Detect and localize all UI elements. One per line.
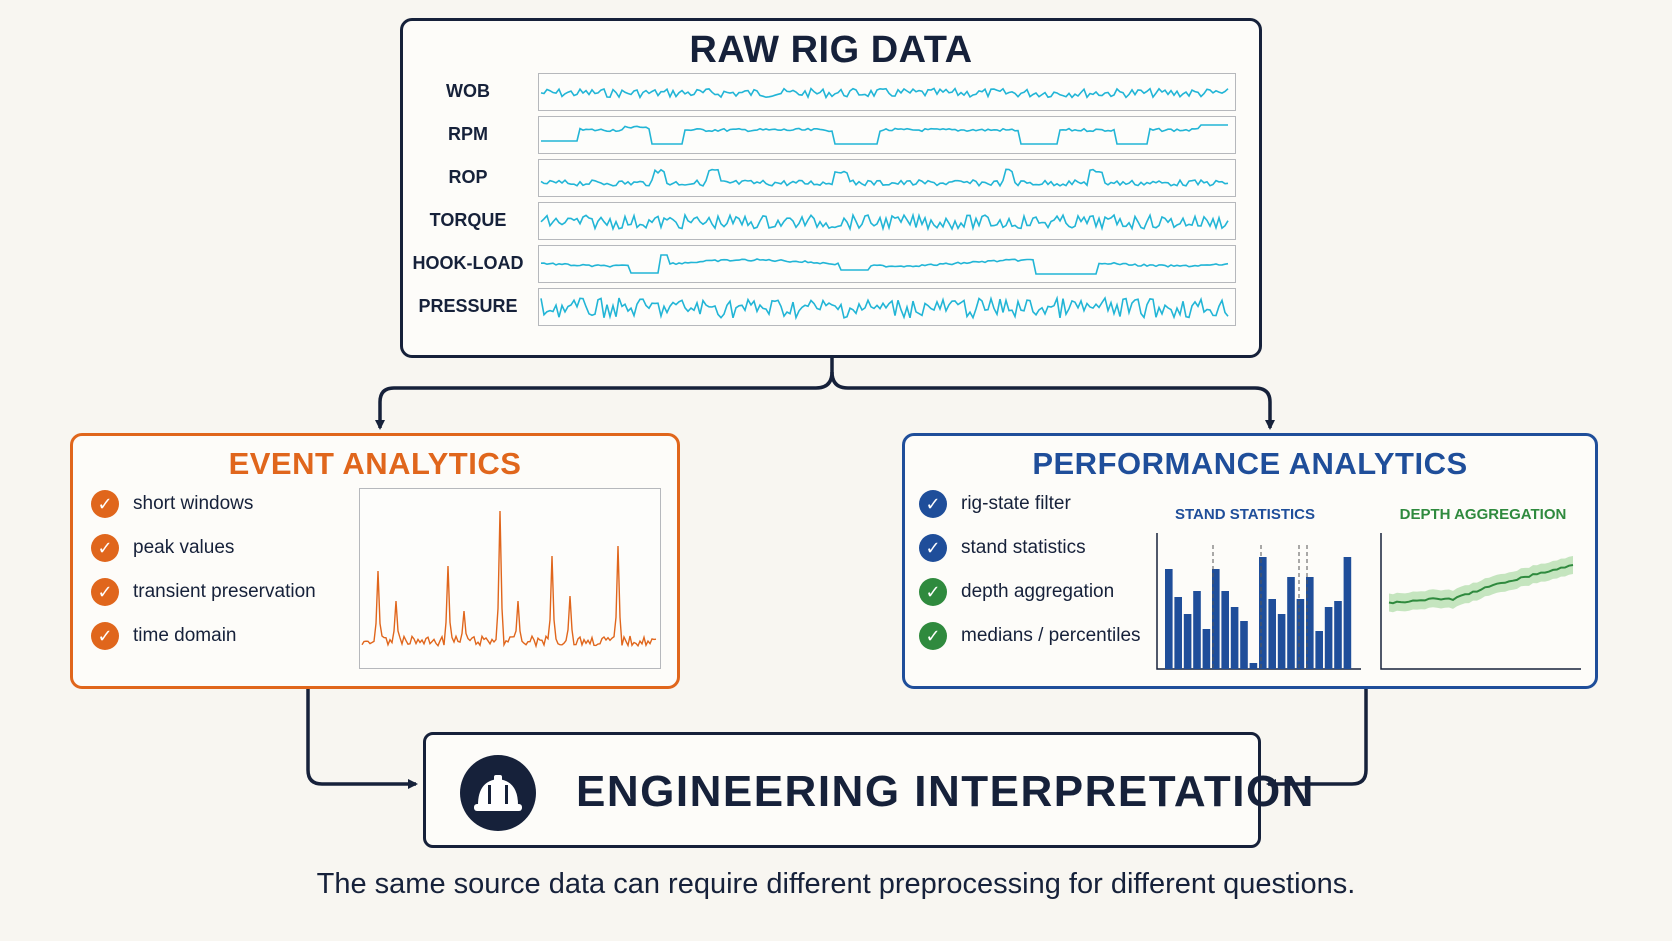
hard-hat-icon [460,755,536,831]
stand-bar [1193,591,1201,669]
stand-bar [1324,607,1333,669]
stand-bar [1230,607,1239,669]
signal-trace-rop [538,159,1236,197]
check-icon: ✓ [91,490,119,518]
signal-label-rpm: RPM [448,124,488,144]
stand-bar [1174,597,1182,669]
check-icon: ✓ [919,578,947,606]
arrow-raw-to-performance [830,371,1275,430]
check-icon: ✓ [91,534,119,562]
signal-line [541,124,1228,145]
performance-item-label: medians / percentiles [961,625,1141,646]
signal-line [540,295,1229,321]
event-item-label: transient preservation [133,581,316,602]
stand-bar [1268,599,1276,669]
engineering-interpretation-title: ENGINEERING INTERPRETATION [576,767,1315,816]
performance-item: ✓ stand statistics [919,534,1086,562]
depth-aggregation-title: DEPTH AGGREGATION [1399,506,1567,523]
signal-label-torque: TORQUE [429,210,507,230]
signal-line [540,168,1229,188]
signal-trace-hook-load [538,245,1236,283]
stand-bar [1306,577,1314,669]
stand-bar [1315,631,1323,669]
event-item: ✓ time domain [91,622,237,650]
performance-item: ✓ medians / percentiles [919,622,1141,650]
event-item-label: time domain [133,625,237,646]
performance-item-label: stand statistics [961,537,1086,558]
event-analytics-title: EVENT ANALYTICS [228,446,522,481]
signal-trace-pressure [538,288,1236,326]
stand-bar [1259,557,1267,669]
signal-line [540,254,1229,275]
spike-line [361,510,657,649]
signal-trace-torque [538,202,1236,240]
event-item-label: peak values [133,537,235,558]
event-analytics-panel: EVENT ANALYTICS ✓ short windows ✓ peak valu… [70,433,680,689]
depth-aggregation-chart [1380,533,1581,670]
check-icon: ✓ [919,622,947,650]
arrow-performance-to-engineering [1266,689,1368,789]
stand-bar [1249,663,1258,669]
event-item: ✓ short windows [91,490,253,518]
stand-statistics-chart [1156,533,1361,670]
stand-bar [1296,599,1305,669]
event-item: ✓ transient preservation [91,578,316,606]
signal-label-wob: WOB [446,81,490,101]
stand-bar [1240,621,1248,669]
stand-bar [1165,569,1173,669]
performance-item-label: rig-state filter [961,493,1071,514]
check-icon: ✓ [91,578,119,606]
check-icon: ✓ [91,622,119,650]
stand-statistics-title: STAND STATISTICS [1175,506,1315,523]
signal-line [540,87,1229,100]
performance-item: ✓ depth aggregation [919,578,1114,606]
signal-trace-wob [538,73,1236,111]
raw-rig-data-title: RAW RIG DATA [689,29,973,71]
engineering-interpretation-panel: ENGINEERING INTERPRETATION [423,732,1313,848]
stand-bar [1287,577,1295,669]
signal-line [540,212,1229,232]
performance-analytics-panel: PERFORMANCE ANALYTICS ✓ rig-state filter ✓… [902,433,1598,689]
stand-bar [1202,629,1211,669]
raw-rig-data-panel: RAW RIG DATA WOB RPM ROP TORQUE HOOK-LOAD PRE… [400,18,1262,358]
depth-line [1388,564,1574,605]
stand-bar [1343,557,1352,669]
stand-bar [1334,601,1342,669]
arrow-raw-to-event [375,358,834,430]
signal-label-pressure: PRESSURE [418,296,518,316]
event-spike-chart [359,488,661,669]
stand-bar [1221,591,1229,669]
event-item: ✓ peak values [91,534,234,562]
performance-item: ✓ rig-state filter [919,490,1071,518]
stand-bar [1183,614,1192,669]
performance-analytics-title: PERFORMANCE ANALYTICS [1032,446,1468,481]
performance-item-label: depth aggregation [961,581,1115,602]
signal-label-rop: ROP [448,167,488,187]
signal-label-hook-load: HOOK-LOAD [412,253,524,273]
depth-axis [1380,533,1581,670]
caption: The same source data can require differe… [316,868,1356,900]
check-icon: ✓ [919,534,947,562]
arrow-event-to-engineering [306,689,418,789]
spike-waveform [361,510,657,649]
check-icon: ✓ [919,490,947,518]
event-item-label: short windows [133,493,254,514]
stand-bar [1277,614,1286,669]
depth-band [1389,556,1573,613]
stand-bar [1212,569,1220,669]
signal-trace-rpm [538,116,1236,154]
